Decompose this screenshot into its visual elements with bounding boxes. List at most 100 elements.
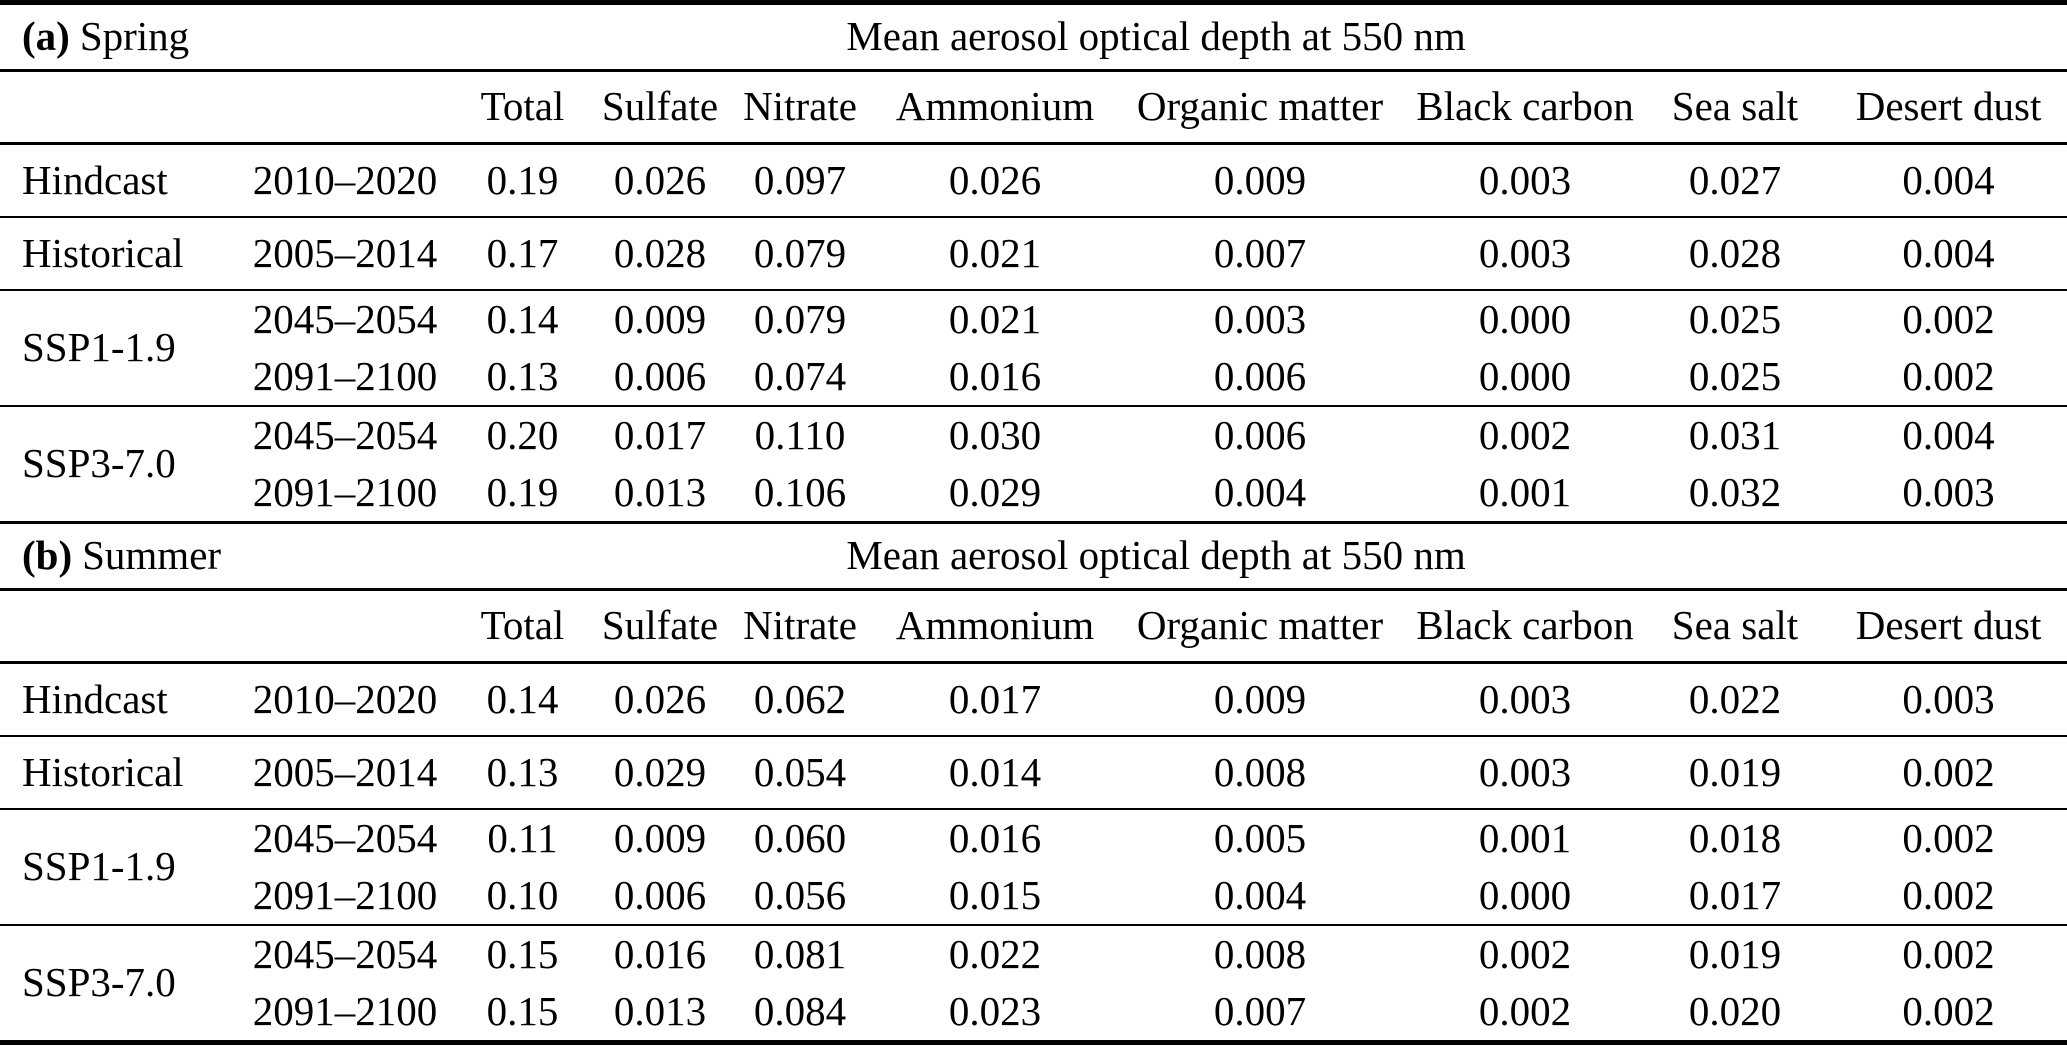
value-cell: 0.084 [753, 987, 847, 1034]
value-cell: 0.017 [613, 411, 707, 458]
column-header: Black carbon [1410, 589, 1640, 664]
column-header: Ammonium [880, 589, 1110, 664]
value-cell: 0.007 [1110, 217, 1410, 291]
table-row: Total Sulfate Nitrate Ammonium Organic m… [0, 589, 2067, 664]
value-cell: 0.004 [1830, 143, 2067, 218]
column-header: Organic matter [1110, 70, 1410, 145]
value-cell: 0.029 [600, 736, 720, 810]
empty-cell [245, 589, 445, 664]
value-cell: 0.009 [1110, 662, 1410, 737]
scenario-cell: SSP3-7.0 [0, 406, 245, 524]
table-row: Historical 2005–2014 0.13 0.029 0.054 0.… [0, 736, 2067, 810]
value-cell: 0.054 [720, 736, 880, 810]
table-row: 2091–2100 0.13 0.006 0.074 0.016 0.006 0… [0, 348, 2067, 407]
section-letter: (b) [22, 532, 73, 579]
value-cell: 0.008 [1213, 930, 1307, 977]
value-cell: 0.003 [1410, 143, 1640, 218]
value-cell: 0.14 [445, 662, 600, 737]
column-header: Nitrate [720, 589, 880, 664]
value-cell: 0.002 [1902, 987, 1995, 1034]
value-cell: 0.016 [948, 814, 1042, 861]
value-cell: 0.017 [1640, 867, 1830, 926]
period-cell: 2010–2020 [245, 143, 445, 218]
value-cell: 0.028 [600, 217, 720, 291]
value-cell: 0.009 [613, 814, 707, 861]
value-cell: 0.13 [445, 736, 600, 810]
value-cell: 0.000 [1478, 295, 1572, 342]
value-cell: 0.002 [1478, 411, 1572, 458]
value-cell: 0.003 [1213, 295, 1307, 342]
value-cell: 0.19 [445, 143, 600, 218]
value-cell: 0.003 [1410, 736, 1640, 810]
value-cell: 0.002 [1902, 930, 1995, 977]
value-cell: 0.079 [720, 217, 880, 291]
value-cell: 0.028 [1640, 217, 1830, 291]
value-cell: 0.023 [948, 987, 1042, 1034]
value-cell: 0.021 [948, 295, 1042, 342]
value-cell: 0.002 [1830, 867, 2067, 926]
value-cell: 0.019 [1688, 930, 1782, 977]
scenario-cell: Historical [0, 217, 245, 291]
value-cell: 0.000 [1410, 348, 1640, 407]
value-cell: 0.005 [1213, 814, 1307, 861]
value-cell: 0.003 [1410, 662, 1640, 737]
value-cell: 0.006 [1110, 348, 1410, 407]
value-cell: 0.17 [445, 217, 600, 291]
value-cell: 0.031 [1688, 411, 1782, 458]
period-cell: 2005–2014 [245, 736, 445, 810]
column-header: Sea salt [1640, 589, 1830, 664]
value-cell: 0.008 [1110, 736, 1410, 810]
section-season: Summer [82, 532, 222, 579]
value-cell: 0.022 [948, 930, 1042, 977]
table-row: SSP1-1.9 2045–2054 0.11 0.009 0.060 0.01… [0, 809, 2067, 926]
scenario-cell: Hindcast [0, 143, 245, 218]
value-cell: 0.016 [613, 930, 707, 977]
value-cell: 0.003 [1410, 217, 1640, 291]
value-cell: 0.056 [720, 867, 880, 926]
period-cell: 2010–2020 [245, 662, 445, 737]
column-header: Desert dust [1830, 70, 2067, 145]
value-cell: 0.20 [486, 411, 559, 458]
value-cell: 0.10 [445, 867, 600, 926]
value-cell: 0.004 [1830, 217, 2067, 291]
table-row: SSP3-7.0 2045–2054 0.20 0.017 0.110 0.03… [0, 406, 2067, 524]
table-row: Total Sulfate Nitrate Ammonium Organic m… [0, 70, 2067, 145]
scenario-cell: Historical [0, 736, 245, 810]
value-cell: 0.106 [720, 464, 880, 524]
column-header: Total [445, 70, 600, 145]
value-cell: 0.13 [445, 348, 600, 407]
period-cell: 2045–2054 [252, 930, 438, 977]
value-cell: 0.003 [1830, 464, 2067, 524]
table-row: Hindcast 2010–2020 0.19 0.026 0.097 0.02… [0, 143, 2067, 218]
period-cell: 2091–2100 [245, 348, 445, 407]
value-cell: 0.14 [486, 295, 559, 342]
value-cell: 0.015 [880, 867, 1110, 926]
value-cell: 0.060 [753, 814, 847, 861]
table-row: Historical 2005–2014 0.17 0.028 0.079 0.… [0, 217, 2067, 291]
scenario-cell: SSP1-1.9 [0, 290, 245, 407]
value-cell: 0.002 [1830, 736, 2067, 810]
column-header: Total [445, 589, 600, 664]
value-cell: 0.019 [1640, 736, 1830, 810]
table-row: (b) Summer Mean aerosol optical depth at … [0, 522, 2067, 591]
value-cell: 0.002 [1478, 930, 1572, 977]
value-cell: 0.001 [1410, 464, 1640, 524]
column-header: Black carbon [1410, 70, 1640, 145]
value-cell: 0.062 [720, 662, 880, 737]
section-letter: (a) [22, 13, 70, 60]
period-cell: 2045–2054 [252, 814, 438, 861]
section-title: Mean aerosol optical depth at 550 nm [245, 2, 2067, 72]
section-title: Mean aerosol optical depth at 550 nm [245, 522, 2067, 591]
value-cell: 0.15 [486, 930, 559, 977]
value-cell: 0.013 [613, 987, 707, 1034]
empty-cell [0, 589, 245, 664]
value-cell: 0.009 [1110, 143, 1410, 218]
value-cell: 0.013 [600, 464, 720, 524]
value-cell: 0.027 [1640, 143, 1830, 218]
value-cell: 0.074 [720, 348, 880, 407]
value-cell: 0.079 [753, 295, 847, 342]
table-row: 2091–2100 0.19 0.013 0.106 0.029 0.004 0… [0, 464, 2067, 524]
value-cell: 0.016 [880, 348, 1110, 407]
